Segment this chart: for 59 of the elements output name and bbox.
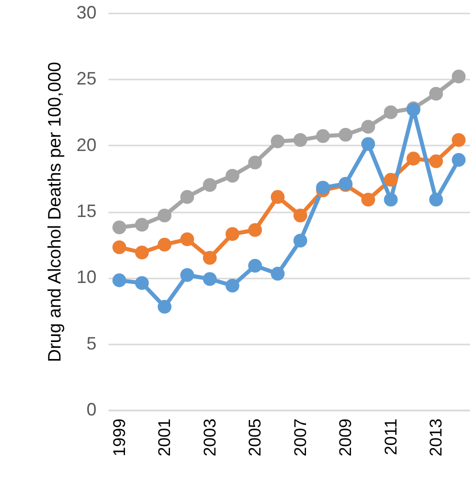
x-tick-label: 2013 (426, 418, 446, 456)
point (293, 208, 308, 222)
point (429, 154, 443, 168)
y-tick-label: 0 (86, 400, 96, 420)
point (112, 240, 126, 254)
y-tick-label: 15 (76, 201, 96, 221)
x-tick-label: 2001 (155, 418, 174, 456)
point (270, 134, 285, 148)
point (384, 105, 398, 120)
point (226, 168, 240, 183)
x-tick-label: 2009 (336, 418, 356, 456)
y-tick-label: 30 (76, 2, 96, 22)
point (248, 258, 262, 273)
y-tick-label: 25 (76, 68, 96, 89)
point (338, 128, 352, 142)
y-tick-label: 10 (76, 267, 96, 288)
point (135, 218, 149, 232)
point (180, 268, 194, 282)
point (202, 272, 217, 286)
point (180, 190, 194, 204)
point (248, 223, 262, 237)
point (226, 278, 240, 292)
x-tick-label: 1999 (110, 418, 129, 456)
y-tick-label: 5 (86, 333, 96, 354)
point (270, 190, 285, 204)
point (429, 86, 443, 101)
point (384, 172, 398, 187)
point (180, 232, 194, 246)
point (406, 152, 420, 166)
y-tick-label: 20 (76, 134, 96, 155)
point (293, 234, 308, 248)
point (158, 300, 172, 314)
x-tick-label: 2007 (290, 418, 310, 456)
point (158, 238, 172, 252)
x-tick-label: 2011 (381, 418, 400, 456)
y-axis-title: Drug and Alcohol Deaths per 100,000 (44, 62, 64, 362)
point (316, 180, 330, 195)
point (429, 192, 443, 206)
x-tick-label: 2003 (200, 418, 220, 456)
point (112, 220, 126, 234)
point (158, 208, 172, 222)
point (361, 137, 376, 151)
point (384, 192, 398, 206)
point (226, 227, 240, 241)
point (135, 276, 149, 290)
point (452, 153, 466, 167)
point (361, 120, 376, 134)
x-tick-label: 2005 (246, 418, 265, 456)
point (452, 133, 466, 147)
point (112, 273, 126, 288)
point (135, 246, 149, 260)
point (248, 156, 262, 170)
point (293, 133, 308, 147)
point (361, 192, 376, 206)
point (270, 266, 285, 281)
point (202, 178, 217, 192)
point (202, 250, 217, 265)
point (316, 129, 330, 143)
point (452, 70, 466, 84)
